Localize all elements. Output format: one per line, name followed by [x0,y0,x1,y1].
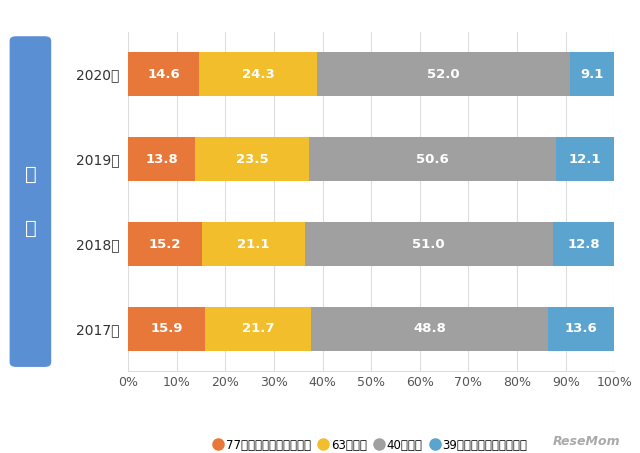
Text: ReseMom: ReseMom [553,435,621,448]
Bar [570,52,614,96]
Text: 24.3: 24.3 [242,67,275,81]
Text: 51.0: 51.0 [412,237,445,251]
Text: 13.8: 13.8 [145,153,178,166]
Text: 男: 男 [24,165,36,184]
Text: 50.6: 50.6 [416,153,449,166]
Text: 15.9: 15.9 [150,323,183,336]
Bar [205,307,311,351]
Text: 性: 性 [24,219,36,238]
Bar [128,52,199,96]
Bar [552,222,615,266]
Bar [128,222,202,266]
Text: 48.8: 48.8 [413,323,446,336]
Text: 13.6: 13.6 [565,323,598,336]
Bar [128,137,195,181]
Text: 14.6: 14.6 [147,67,180,81]
Bar [199,52,317,96]
Bar [202,222,305,266]
Text: 21.1: 21.1 [237,237,269,251]
Bar [309,137,556,181]
Text: 12.1: 12.1 [569,153,601,166]
Bar [128,307,205,351]
Text: 9.1: 9.1 [580,67,604,81]
Bar [548,307,614,351]
Text: 52.0: 52.0 [428,67,460,81]
Bar [311,307,548,351]
Text: 21.7: 21.7 [242,323,275,336]
Text: 12.8: 12.8 [568,237,600,251]
Text: 23.5: 23.5 [236,153,269,166]
Bar [317,52,570,96]
Bar [556,137,614,181]
Legend: 77点以上（高ストレス）, 63点以上, 40点以上, 39点以下（低ストレス）: 77点以上（高ストレス）, 63点以上, 40点以上, 39点以下（低ストレス） [215,439,527,452]
Bar [195,137,309,181]
Bar [305,222,552,266]
Text: 15.2: 15.2 [148,237,181,251]
